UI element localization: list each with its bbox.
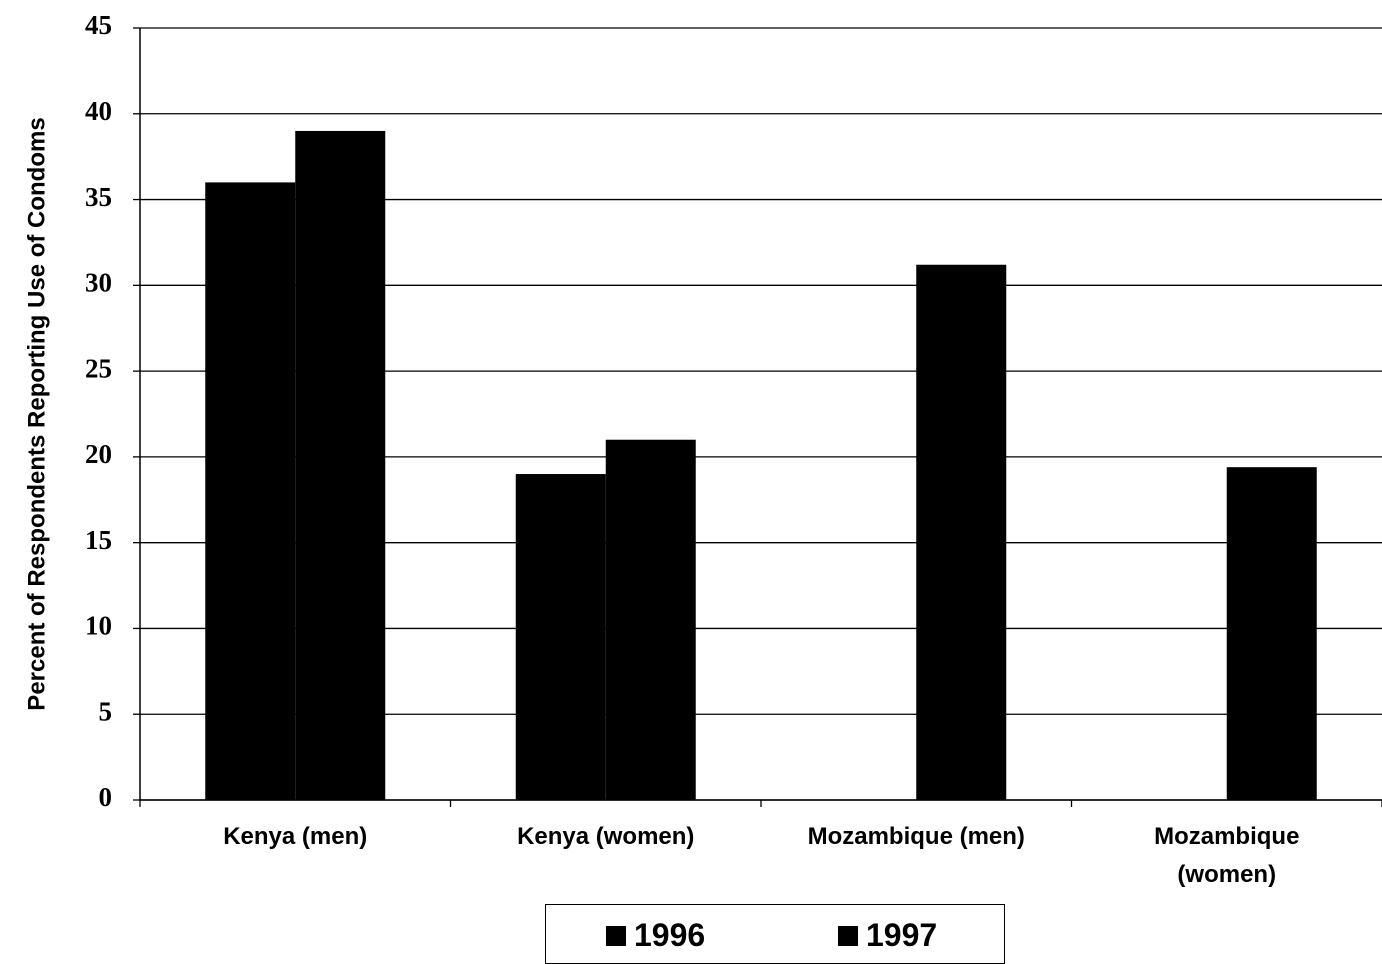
- x-tick-label: Mozambique (men): [807, 823, 1025, 850]
- y-tick-label: 15: [85, 525, 112, 555]
- bar: [605, 439, 696, 800]
- legend: 1996 1997: [545, 904, 1005, 964]
- legend-item: 1996: [606, 917, 705, 954]
- x-tick-label: Kenya (women): [517, 823, 695, 850]
- y-tick-label: 30: [85, 268, 112, 298]
- bar: [515, 474, 606, 800]
- x-tick-label: Kenya (men): [223, 823, 368, 850]
- y-axis-label: Percent of Respondents Reporting Use of …: [23, 117, 50, 710]
- bar: [1226, 467, 1317, 800]
- legend-swatch: [606, 925, 626, 946]
- x-tick-label: Mozambique (women): [1154, 823, 1300, 888]
- legend-label: 1997: [866, 917, 938, 953]
- legend-item: 1997: [838, 917, 937, 954]
- y-tick-label: 20: [85, 439, 112, 469]
- legend-swatch: [838, 925, 858, 946]
- y-tick-label: 10: [85, 611, 112, 641]
- bar: [916, 264, 1007, 800]
- y-tick-label: 45: [85, 10, 112, 40]
- bar: [295, 130, 386, 800]
- bar: [205, 182, 296, 800]
- y-tick-label: 0: [99, 782, 113, 812]
- y-tick-label: 25: [85, 353, 112, 383]
- y-tick-label: 40: [85, 96, 112, 126]
- legend-label: 1996: [634, 917, 706, 953]
- y-tick-label: 5: [99, 696, 113, 726]
- y-tick-label: 35: [85, 182, 112, 212]
